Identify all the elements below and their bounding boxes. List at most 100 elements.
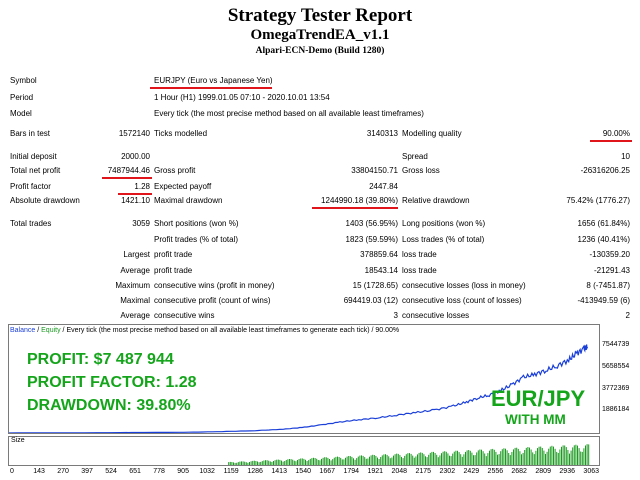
max-consec-wins-label: consecutive wins (profit in money): [154, 281, 275, 290]
size-bar: [530, 449, 532, 465]
size-bar: [415, 456, 417, 465]
x-tick-label: 905: [177, 468, 189, 475]
size-bar: [372, 454, 374, 465]
pair-label: EUR/JPY: [491, 386, 586, 411]
absolute-drawdown-label: Absolute drawdown: [10, 196, 80, 205]
overlay-drawdown: DRAWDOWN: 39.80%: [27, 394, 197, 417]
gross-profit-value: 33804150.71: [351, 166, 398, 175]
size-bar: [333, 457, 335, 465]
size-bar: [281, 460, 282, 465]
y-tick-label: 5658554: [602, 362, 630, 370]
size-bar: [439, 455, 441, 465]
profit-trades-label: Profit trades (% of total): [154, 235, 239, 244]
size-bar: [465, 451, 466, 465]
size-bar: [437, 457, 439, 465]
size-bar: [249, 462, 250, 465]
size-bar: [532, 452, 534, 465]
x-tick-label: 0: [10, 468, 14, 475]
size-bar: [436, 454, 438, 465]
size-bar: [373, 455, 375, 465]
size-bar: [297, 460, 298, 465]
size-bar: [383, 454, 385, 465]
size-bar: [314, 458, 316, 465]
loss-trades-value: 1236 (40.41%): [577, 235, 630, 244]
size-bar: [377, 457, 378, 465]
size-bar: [495, 451, 497, 465]
total-trades-value: 3059: [132, 219, 150, 228]
size-bar: [359, 455, 361, 465]
size-bar: [250, 461, 252, 465]
size-bar: [546, 451, 548, 465]
size-bar: [492, 448, 494, 465]
size-bar: [261, 461, 263, 465]
size-bar: [370, 455, 372, 465]
size-bar: [460, 454, 462, 465]
size-label: Size: [11, 437, 25, 444]
size-bar: [404, 455, 406, 465]
size-bar: [410, 453, 412, 465]
overlay-drawdown-label: DRAWDOWN:: [27, 397, 137, 414]
x-tick-label: 3063: [583, 468, 600, 475]
bars-in-test-label: Bars in test: [10, 129, 51, 138]
average-loss-value: -21291.43: [593, 266, 630, 275]
size-bar: [513, 449, 514, 465]
size-bar: [449, 455, 450, 465]
size-bar: [362, 455, 364, 465]
x-tick-label: 524: [105, 468, 117, 475]
maximal-consec-loss-value: -413949.59 (6): [577, 296, 630, 305]
report-title: Strategy Tester Report: [227, 5, 413, 26]
size-bar: [551, 445, 553, 465]
size-bar: [554, 448, 556, 465]
size-bar: [482, 451, 484, 465]
size-bar: [229, 461, 231, 465]
size-bar: [244, 461, 246, 465]
gross-loss-value: -26316206.25: [580, 166, 630, 175]
size-bar: [519, 451, 521, 465]
profit-trades-value: 1823 (59.59%): [345, 235, 398, 244]
size-bar: [452, 453, 454, 465]
size-bar: [469, 450, 471, 465]
size-bar: [564, 445, 566, 465]
size-bar: [356, 458, 358, 465]
x-tick-label: 1413: [271, 468, 287, 475]
size-bar: [394, 454, 396, 465]
period-label: Period: [10, 93, 34, 102]
symbol-value: EURJPY (Euro vs Japanese Yen): [154, 76, 273, 85]
size-bar: [418, 452, 420, 465]
size-bar: [423, 454, 425, 465]
x-tick-label: 2175: [415, 468, 432, 475]
profit-factor-label: Profit factor: [10, 182, 51, 191]
size-bar: [245, 462, 247, 465]
avg-consec-wins-label: consecutive wins: [154, 311, 215, 320]
size-bar: [271, 462, 273, 465]
max-consec-wins-value: 15 (1728.65): [352, 281, 398, 290]
size-bar: [369, 456, 370, 465]
size-chart: [8, 436, 600, 466]
size-bar: [461, 456, 463, 465]
size-bar: [322, 457, 324, 465]
size-bar: [279, 459, 281, 465]
size-bar: [455, 450, 457, 465]
size-bar: [397, 453, 399, 465]
size-bar: [239, 461, 241, 465]
overlay-profit-label: PROFIT:: [27, 351, 94, 368]
size-bar: [425, 456, 426, 465]
size-bar: [565, 447, 567, 465]
size-bar: [434, 453, 436, 465]
size-bar: [444, 451, 446, 465]
size-bar: [557, 453, 559, 465]
x-tick-label: 2429: [463, 468, 480, 475]
size-bar: [433, 451, 434, 465]
size-bar: [303, 458, 305, 465]
size-bar: [525, 447, 527, 465]
expected-payoff-value: 2447.84: [369, 182, 398, 191]
size-bar: [485, 456, 487, 465]
size-bar: [257, 461, 258, 465]
drawdown-underline: [312, 207, 398, 209]
size-bar: [330, 460, 332, 465]
maximal-drawdown-value: 1244990.18 (39.80%): [321, 196, 398, 205]
size-bar: [509, 455, 511, 465]
size-bar: [481, 449, 482, 465]
chart-legend: Balance / Equity / Every tick (the most …: [10, 326, 399, 335]
x-tick-label: 1921: [367, 468, 384, 475]
